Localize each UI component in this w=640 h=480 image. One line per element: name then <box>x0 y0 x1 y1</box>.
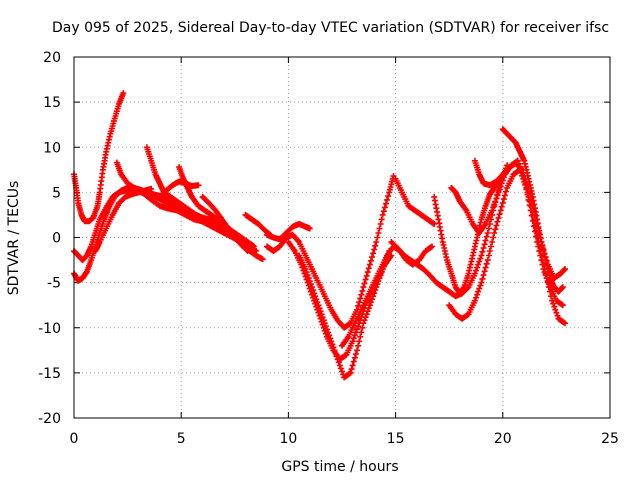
data-points <box>71 90 568 381</box>
series-22 <box>499 126 566 295</box>
y-tick-label: -15 <box>38 366 61 382</box>
grid-lines <box>74 57 610 418</box>
axis-ticks: 0 5 10 15 20 25 -20 -15 -10 -5 0 5 10 15 20 <box>38 50 619 447</box>
series-9-markers <box>199 193 251 254</box>
x-axis-label: GPS time / hours <box>281 459 398 475</box>
series-14 <box>296 248 393 381</box>
series-18 <box>431 166 511 297</box>
series-18-markers <box>431 166 511 297</box>
y-tick-label: 20 <box>43 50 61 66</box>
y-axis-label: SDTVAR / TECUs <box>6 181 22 296</box>
series-16-markers <box>392 175 438 227</box>
series-20 <box>446 166 568 327</box>
x-tick-label: 5 <box>177 431 186 447</box>
chart-title: Day 095 of 2025, Sidereal Day-to-day VTE… <box>52 20 609 36</box>
series-12 <box>264 173 397 331</box>
series-14-markers <box>296 248 393 381</box>
x-tick-label: 20 <box>494 431 512 447</box>
x-tick-label: 0 <box>70 431 79 447</box>
y-tick-label: -10 <box>38 321 61 337</box>
series-20-markers <box>446 166 568 327</box>
y-tick-label: -5 <box>47 276 61 292</box>
series-11-markers <box>264 221 313 243</box>
series-16 <box>392 175 438 227</box>
y-tick-label: -20 <box>38 411 61 427</box>
series-12-markers <box>264 173 397 331</box>
y-tick-label: 10 <box>43 140 61 156</box>
series-11 <box>264 221 313 243</box>
y-tick-label: 0 <box>52 231 61 247</box>
series-22-markers <box>499 126 566 295</box>
y-tick-label: 5 <box>52 185 61 201</box>
y-tick-label: 15 <box>43 95 61 111</box>
plot-frame <box>73 56 611 419</box>
x-tick-label: 15 <box>387 431 405 447</box>
x-tick-label: 25 <box>601 431 619 447</box>
x-tick-label: 10 <box>279 431 297 447</box>
series-9 <box>199 193 251 254</box>
